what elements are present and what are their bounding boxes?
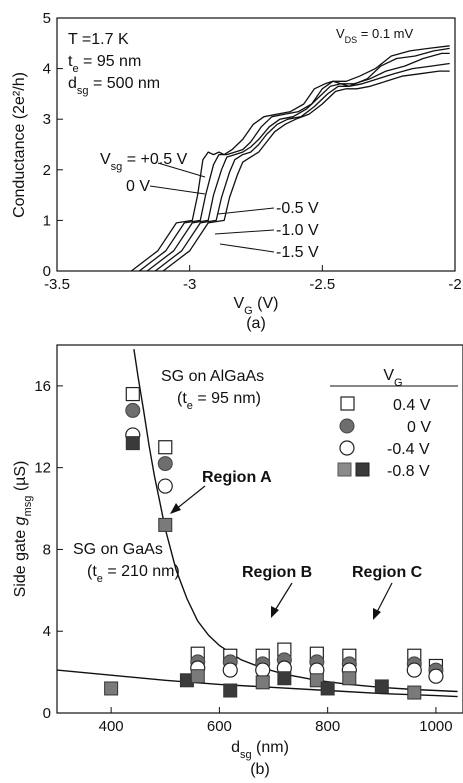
data-point-shaded-square bbox=[309, 673, 324, 688]
data-point-shaded-square bbox=[342, 671, 357, 686]
legend-label-0v: 0 V bbox=[407, 419, 431, 436]
conductance-curve bbox=[138, 45, 450, 272]
sg-gaas-annotation: SG on GaAs bbox=[73, 541, 163, 558]
x-tick-label: -2.5 bbox=[309, 276, 335, 293]
data-point-shaded-square bbox=[223, 683, 238, 698]
x-tick-label: -3.5 bbox=[44, 276, 70, 293]
y-tick-label: 8 bbox=[43, 541, 51, 558]
region-a-arrowhead bbox=[170, 503, 181, 514]
data-point-open-square bbox=[158, 440, 173, 455]
data-point-open-square bbox=[125, 386, 140, 402]
legend-marker-shaded-square bbox=[337, 462, 352, 477]
y-tick-label: 0 bbox=[43, 263, 51, 280]
y-tick-label: 12 bbox=[34, 460, 51, 477]
panel-b-x-axis-label: dsg (nm) bbox=[231, 739, 289, 761]
data-point-shaded-square bbox=[320, 681, 335, 696]
panel-b-label: (b) bbox=[250, 761, 270, 778]
y-tick-label: 5 bbox=[43, 10, 51, 27]
panel-a-axes: -3.5 -3 -2.5 -2 0 1 2 3 4 5 bbox=[43, 10, 462, 293]
data-point-shaded-circle bbox=[157, 456, 173, 472]
series-label-vsg-plus-0-5: Vsg = +0.5 V bbox=[100, 151, 188, 173]
legend-label-minus-0-8v: -0.8 V bbox=[387, 463, 430, 480]
region-c-arrow bbox=[375, 582, 393, 615]
panel-b-legend: VG 0.4 V 0 V -0.4 V -0.8 V bbox=[330, 367, 458, 480]
conductance-curve bbox=[146, 52, 450, 272]
conductance-curve bbox=[162, 70, 450, 272]
sg-gaas-thickness-annotation: (te = 210 nm) bbox=[87, 563, 180, 585]
x-tick-label: 800 bbox=[315, 718, 340, 735]
leader-line-minus-1-5v bbox=[219, 243, 275, 253]
data-point-shaded-square bbox=[407, 685, 422, 700]
data-point-shaded-square bbox=[255, 675, 270, 690]
panel-a-x-axis-label: VG (V) bbox=[233, 295, 278, 317]
legend-title: VG bbox=[383, 367, 402, 389]
y-tick-label: 16 bbox=[34, 378, 51, 395]
y-tick-label: 3 bbox=[43, 111, 51, 128]
y-tick-label: 4 bbox=[43, 61, 51, 78]
conductance-curve bbox=[154, 62, 450, 272]
panel-b-plot-frame bbox=[56, 344, 463, 714]
leader-line-0v bbox=[149, 185, 206, 195]
data-point-shaded-square bbox=[190, 669, 205, 684]
y-tick-label: 2 bbox=[43, 162, 51, 179]
series-label-minus-1-5v: -1.5 V bbox=[276, 244, 319, 261]
region-b-arrowhead bbox=[271, 606, 279, 618]
region-b-label: Region B bbox=[242, 564, 312, 581]
legend-label-0-4v: 0.4 V bbox=[393, 397, 431, 414]
data-point-shaded-square bbox=[374, 679, 389, 694]
x-tick-label: -3 bbox=[183, 276, 196, 293]
region-a-arrow bbox=[174, 485, 206, 511]
panel-b-y-axis-label: Side gate gmsg (µS) bbox=[12, 461, 34, 598]
leader-line-minus-0-5v bbox=[217, 207, 275, 215]
y-tick-label: 4 bbox=[43, 623, 51, 640]
fit-curve bbox=[133, 348, 458, 693]
panel-b-side-gate-chart: 400 600 800 1000 0 4 8 12 16 Side gate gmsg (µS)… bbox=[12, 344, 463, 778]
leader-line-minus-1-0v bbox=[214, 229, 275, 235]
x-tick-label: -2 bbox=[448, 276, 461, 293]
data-point-shaded-square bbox=[104, 681, 119, 696]
panel-a-curves bbox=[130, 45, 450, 272]
region-a-label: Region A bbox=[202, 469, 272, 486]
y-tick-label: 0 bbox=[43, 705, 51, 722]
legend-marker-shaded-circle bbox=[339, 418, 355, 434]
x-tick-label: 1000 bbox=[419, 718, 452, 735]
panel-a-thickness-annotation: te = 95 nm bbox=[68, 53, 141, 75]
panel-a-conductance-chart: -3.5 -3 -2.5 -2 0 1 2 3 4 5 Conductance (2e²/h) V… bbox=[11, 10, 462, 332]
data-point-open-circle bbox=[222, 662, 238, 678]
data-point-shaded-square bbox=[277, 671, 292, 686]
series-label-minus-0-5v: -0.5 V bbox=[276, 200, 319, 217]
sg-algaas-thickness-annotation: (te = 95 nm) bbox=[177, 390, 261, 412]
panel-a-plot-frame bbox=[56, 17, 456, 272]
region-c-arrowhead bbox=[373, 608, 381, 620]
panel-a-temperature-annotation: T =1.7 K bbox=[68, 31, 129, 48]
data-point-shaded-square bbox=[158, 517, 173, 532]
sg-algaas-annotation: SG on AlGaAs bbox=[161, 368, 264, 385]
panel-a-vds-annotation: VDS = 0.1 mV bbox=[336, 26, 414, 45]
series-label-0v: 0 V bbox=[126, 178, 150, 195]
x-tick-label: 400 bbox=[99, 718, 124, 735]
panel-a-y-axis-label: Conductance (2e²/h) bbox=[11, 72, 28, 218]
x-tick-label: 600 bbox=[207, 718, 232, 735]
data-point-shaded-circle bbox=[125, 402, 141, 418]
region-b-arrow bbox=[273, 582, 293, 613]
data-point-open-circle bbox=[157, 478, 173, 494]
legend-marker-open-square bbox=[340, 396, 355, 411]
legend-marker-dark-square bbox=[355, 462, 370, 477]
data-point-open-circle bbox=[406, 662, 422, 678]
panel-a-label: (a) bbox=[246, 315, 266, 332]
data-point-shaded-square bbox=[125, 436, 140, 451]
y-tick-label: 1 bbox=[43, 212, 51, 229]
region-c-label: Region C bbox=[352, 564, 423, 581]
data-point-open-circle bbox=[428, 668, 444, 684]
panel-b-data-points bbox=[104, 386, 444, 700]
data-point-open-circle bbox=[255, 662, 271, 678]
legend-marker-open-circle bbox=[339, 440, 355, 456]
panel-a-distance-annotation: dsg = 500 nm bbox=[68, 75, 160, 97]
conductance-curve bbox=[130, 47, 450, 272]
panel-b-axes: 400 600 800 1000 0 4 8 12 16 bbox=[34, 378, 452, 735]
leader-line-plus-0-5 bbox=[157, 162, 206, 178]
legend-label-minus-0-4v: -0.4 V bbox=[387, 441, 430, 458]
series-label-minus-1-0v: -1.0 V bbox=[276, 222, 319, 239]
